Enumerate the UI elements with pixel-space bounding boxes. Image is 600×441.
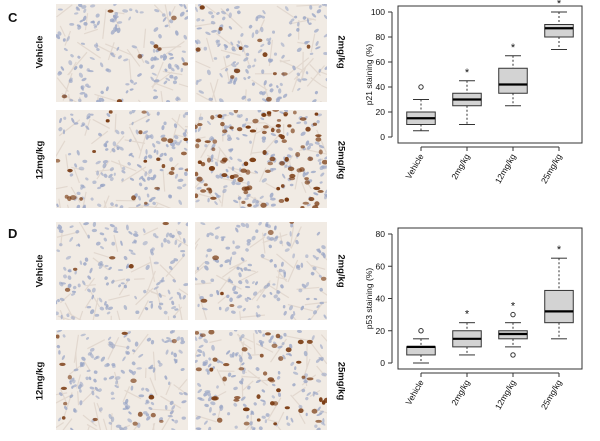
ihc-label-c-25mgkg: 25mg/kg [335, 140, 347, 180]
significance-star: * [465, 67, 470, 79]
y-tick-label: 40 [376, 82, 386, 92]
x-tick-label: 12mg/kg [493, 378, 518, 411]
y-tick-label: 60 [376, 261, 386, 271]
significance-star: * [511, 42, 516, 54]
panel-letter-d: D [8, 226, 18, 241]
ihc-label-c-2mgkg: 2mg/kg [335, 35, 347, 69]
y-tick-label: 20 [376, 107, 386, 117]
ihc-image-c-vehicle [56, 4, 188, 102]
boxplot-p53: 0 20 40 60 80 p53 staining (%) Vehicle 2mg/kg 12… [360, 222, 600, 441]
x-tick-label: 25mg/kg [539, 152, 564, 185]
box-iqr [498, 67, 528, 94]
ihc-image-c-2mgkg [195, 4, 327, 102]
x-tick-label: Vehicle [403, 378, 426, 407]
significance-star: * [557, 0, 562, 10]
y-tick-label: 20 [376, 326, 386, 336]
significance-star: * [511, 301, 516, 313]
y-tick-label: 40 [376, 294, 386, 304]
y-axis-label: p53 staining (%) [364, 268, 374, 330]
ihc-image-d-12mgkg [56, 330, 188, 430]
ihc-label-d-12mgkg: 12mg/kg [34, 361, 46, 401]
plot-frame [397, 227, 583, 370]
significance-star: * [557, 244, 562, 256]
y-tick-label: 0 [380, 358, 385, 368]
ihc-label-d-25mgkg: 25mg/kg [335, 361, 347, 401]
ihc-label-d-2mgkg: 2mg/kg [335, 254, 347, 288]
ihc-label-c-vehicle: Vehicle [34, 35, 46, 69]
boxplot-p21: 0 20 40 60 80 100 p21 staining (%) Vehicle 2mg/k… [360, 0, 600, 215]
ihc-image-c-12mgkg [56, 110, 188, 208]
x-tick-label: 2mg/kg [449, 152, 472, 181]
outlier-point [418, 84, 424, 90]
x-tick-label: 12mg/kg [493, 152, 518, 185]
y-tick-label: 60 [376, 57, 386, 67]
box-iqr [544, 289, 574, 324]
y-axis-label: p21 staining (%) [364, 44, 374, 106]
panel-letter-c: C [8, 10, 18, 25]
y-tick-label: 80 [376, 32, 386, 42]
ihc-label-d-vehicle: Vehicle [34, 254, 46, 288]
ihc-image-d-vehicle [56, 222, 188, 320]
significance-star: * [465, 309, 470, 321]
x-tick-label: 25mg/kg [539, 378, 564, 411]
ihc-label-c-12mgkg: 12mg/kg [34, 140, 46, 180]
outlier-point [510, 311, 516, 318]
y-tick-label: 80 [376, 229, 386, 239]
y-tick-label: 0 [380, 132, 385, 142]
ihc-image-c-25mgkg [195, 110, 327, 208]
ihc-image-d-2mgkg [195, 222, 327, 320]
x-tick-label: 2mg/kg [449, 378, 472, 407]
outlier-point [418, 328, 424, 334]
ihc-image-d-25mgkg [195, 330, 327, 430]
box-iqr [406, 346, 436, 356]
box-iqr [544, 24, 574, 38]
plot-frame [397, 5, 583, 144]
x-tick-label: Vehicle [403, 152, 426, 181]
outlier-point [510, 352, 516, 358]
y-tick-label: 100 [371, 7, 385, 17]
